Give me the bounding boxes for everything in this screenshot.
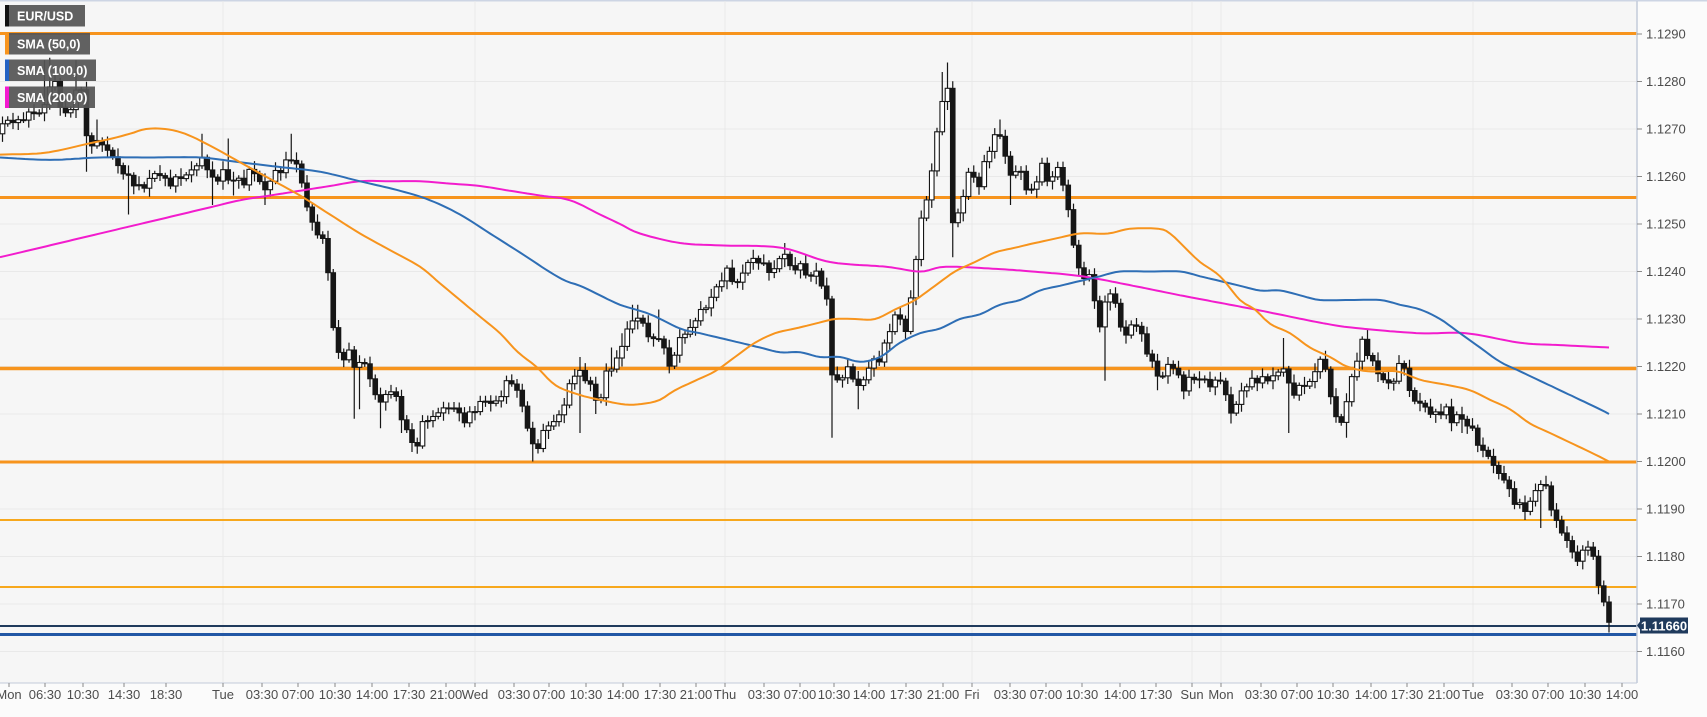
svg-text:07:00: 07:00 <box>1030 687 1063 702</box>
svg-text:1.1220: 1.1220 <box>1646 359 1686 374</box>
svg-text:03:30: 03:30 <box>994 687 1027 702</box>
svg-text:06:30: 06:30 <box>29 687 62 702</box>
svg-text:18:30: 18:30 <box>150 687 183 702</box>
svg-text:07:00: 07:00 <box>533 687 566 702</box>
svg-text:1.1270: 1.1270 <box>1646 122 1686 137</box>
svg-text:EUR/USD: EUR/USD <box>17 10 73 24</box>
svg-text:14:00: 14:00 <box>1104 687 1137 702</box>
svg-text:17:30: 17:30 <box>1391 687 1424 702</box>
svg-text:14:00: 14:00 <box>1606 687 1639 702</box>
svg-text:SMA (200,0): SMA (200,0) <box>17 91 87 105</box>
svg-text:14:00: 14:00 <box>356 687 389 702</box>
svg-text:Tue: Tue <box>1462 687 1484 702</box>
svg-text:21:00: 21:00 <box>680 687 713 702</box>
svg-text:17:30: 17:30 <box>1140 687 1173 702</box>
svg-text:14:00: 14:00 <box>607 687 640 702</box>
svg-text:1.1190: 1.1190 <box>1646 502 1685 517</box>
svg-text:1.1280: 1.1280 <box>1646 74 1686 89</box>
svg-text:17:30: 17:30 <box>393 687 426 702</box>
svg-text:10:30: 10:30 <box>1317 687 1350 702</box>
svg-text:07:00: 07:00 <box>282 687 315 702</box>
svg-text:1.1250: 1.1250 <box>1646 217 1686 232</box>
svg-text:07:00: 07:00 <box>1532 687 1565 702</box>
svg-text:21:00: 21:00 <box>430 687 463 702</box>
svg-text:10:30: 10:30 <box>319 687 352 702</box>
svg-text:SMA (100,0): SMA (100,0) <box>17 64 87 78</box>
svg-text:03:30: 03:30 <box>1496 687 1529 702</box>
svg-text:03:30: 03:30 <box>1245 687 1278 702</box>
svg-text:10:30: 10:30 <box>1066 687 1099 702</box>
svg-text:1.1290: 1.1290 <box>1646 27 1686 42</box>
svg-text:07:00: 07:00 <box>1281 687 1314 702</box>
svg-text:10:30: 10:30 <box>1569 687 1602 702</box>
svg-text:1.1230: 1.1230 <box>1646 312 1686 327</box>
svg-text:07:00: 07:00 <box>784 687 817 702</box>
svg-text:10:30: 10:30 <box>570 687 603 702</box>
svg-text:14:00: 14:00 <box>853 687 886 702</box>
svg-text:Mon: Mon <box>0 687 22 702</box>
svg-text:14:30: 14:30 <box>108 687 141 702</box>
svg-text:1.1160: 1.1160 <box>1646 644 1685 659</box>
svg-text:Thu: Thu <box>714 687 736 702</box>
svg-text:Mon: Mon <box>1208 687 1233 702</box>
svg-text:14:00: 14:00 <box>1355 687 1388 702</box>
svg-text:1.1210: 1.1210 <box>1646 407 1686 422</box>
svg-text:10:30: 10:30 <box>67 687 100 702</box>
svg-text:1.1200: 1.1200 <box>1646 454 1686 469</box>
svg-text:10:30: 10:30 <box>818 687 851 702</box>
svg-text:03:30: 03:30 <box>246 687 279 702</box>
svg-text:1.1260: 1.1260 <box>1646 169 1686 184</box>
svg-text:Tue: Tue <box>212 687 234 702</box>
svg-text:17:30: 17:30 <box>890 687 923 702</box>
svg-text:03:30: 03:30 <box>748 687 781 702</box>
svg-text:SMA (50,0): SMA (50,0) <box>17 38 80 52</box>
svg-text:17:30: 17:30 <box>644 687 677 702</box>
svg-text:21:00: 21:00 <box>1428 687 1461 702</box>
svg-text:21:00: 21:00 <box>927 687 960 702</box>
svg-text:Fri: Fri <box>964 687 979 702</box>
svg-text:1.1170: 1.1170 <box>1646 597 1685 612</box>
svg-text:03:30: 03:30 <box>498 687 531 702</box>
svg-text:Sun: Sun <box>1180 687 1203 702</box>
svg-text:1.1240: 1.1240 <box>1646 264 1686 279</box>
svg-text:1.11660: 1.11660 <box>1641 619 1687 634</box>
svg-text:1.1180: 1.1180 <box>1646 549 1685 564</box>
svg-text:Wed: Wed <box>462 687 489 702</box>
